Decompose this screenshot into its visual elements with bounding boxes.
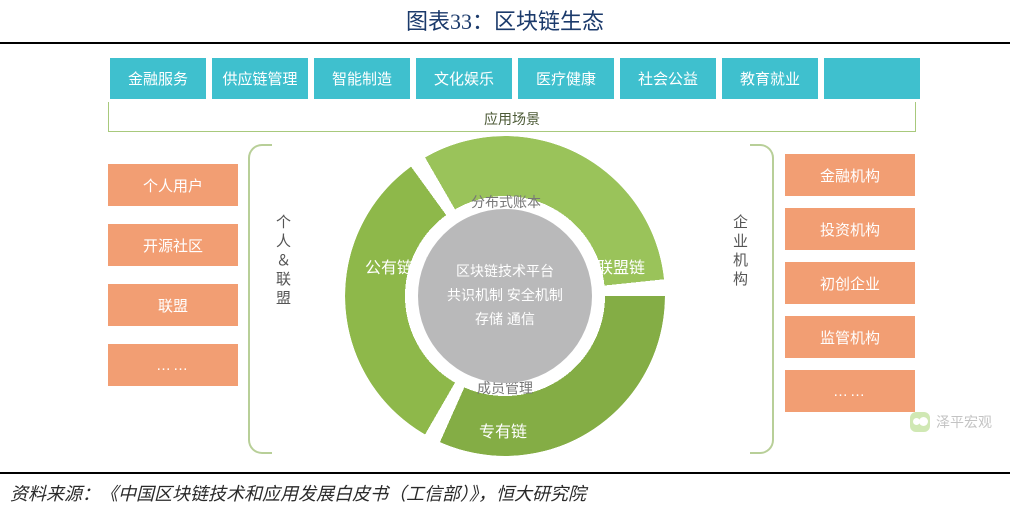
left-entities-column: 个人用户 开源社区 联盟 …… [108,164,238,386]
wechat-icon [910,412,930,432]
source-footer: 资料来源：《中国区块链技术和应用发展白皮书（工信部）》，恒大研究院 [0,472,1010,506]
ring-label-public: 公有链 [365,254,413,278]
side-box: 监管机构 [785,316,915,358]
top-box: 金融服务 [110,58,206,99]
top-box: 文化娱乐 [416,58,512,99]
left-category-label: 个人＆联盟 [272,214,293,309]
top-box: 医疗健康 [518,58,614,99]
inner-line: 共识机制 安全机制 [447,284,563,308]
top-box: 供应链管理 [212,58,308,99]
left-bracket [248,144,272,454]
application-scenarios-label: 应用场景 [108,102,916,132]
side-box: 金融机构 [785,154,915,196]
side-box: 个人用户 [108,164,238,206]
inner-core-circle: 区块链技术平台 共识机制 安全机制 存储 通信 [418,209,592,383]
watermark: 泽平宏观 [910,412,992,432]
ring-label-private: 专有链 [479,418,527,442]
side-box-more: …… [785,370,915,412]
diagram-area: 金融服务 供应链管理 智能制造 文化娱乐 医疗健康 社会公益 教育就业 应用场景… [0,44,1010,472]
application-scenarios-row: 金融服务 供应链管理 智能制造 文化娱乐 医疗健康 社会公益 教育就业 [110,58,920,99]
inner-line: 存储 通信 [475,308,535,332]
right-category-label: 企业机构 [729,214,750,290]
side-box: 投资机构 [785,208,915,250]
top-box: 教育就业 [722,58,818,99]
side-box-more: …… [108,344,238,386]
side-box: 初创企业 [785,262,915,304]
center-ring-diagram: 公有链 联盟链 专有链 分布式账本 可编程资产 可编程合约 成员管理 区块链技术… [345,136,665,456]
top-box: 社会公益 [620,58,716,99]
inner-line: 区块链技术平台 [456,260,554,284]
ring-label-consortium: 联盟链 [597,254,645,278]
right-bracket [750,144,774,454]
side-box: 开源社区 [108,224,238,266]
side-box: 联盟 [108,284,238,326]
top-box-empty [824,58,920,99]
top-box: 智能制造 [314,58,410,99]
chart-title: 图表33：区块链生态 [0,0,1010,44]
watermark-text: 泽平宏观 [936,412,992,432]
right-entities-column: 金融机构 投资机构 初创企业 监管机构 …… [785,154,915,412]
